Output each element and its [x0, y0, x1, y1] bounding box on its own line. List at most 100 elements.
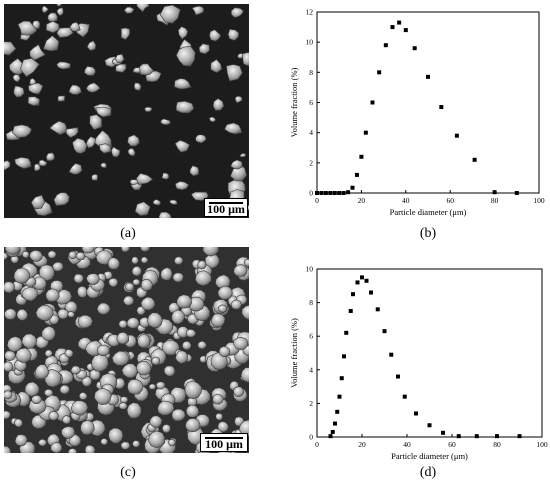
data-point [359, 154, 364, 159]
particle [50, 441, 63, 453]
particle [14, 418, 23, 428]
data-point [342, 354, 346, 359]
caption-b: (b) [419, 226, 437, 241]
particle [67, 447, 78, 453]
particle [171, 408, 186, 422]
data-point [383, 43, 388, 48]
particle [53, 192, 70, 207]
particle [234, 95, 243, 104]
particle [131, 256, 139, 265]
particle [48, 410, 59, 421]
particle [96, 344, 110, 357]
data-point [472, 157, 477, 162]
data-point [403, 28, 408, 33]
data-point [328, 434, 333, 439]
particle [56, 7, 64, 17]
particle [233, 264, 248, 277]
chart-b: 0 20 40 60 80 100 0 2 4 6 8 10 12 Particle diameter (… [289, 8, 545, 218]
particle [110, 146, 121, 158]
particle [174, 139, 191, 153]
particle [13, 85, 25, 98]
particle [72, 137, 88, 154]
particle [160, 267, 173, 281]
particle [21, 333, 38, 349]
particle [147, 312, 163, 329]
particle [194, 270, 212, 287]
data-point [439, 105, 444, 110]
particle [89, 114, 103, 131]
particle [16, 308, 29, 321]
particle [32, 20, 41, 30]
particle [217, 421, 229, 433]
sem-particles-c [4, 247, 249, 453]
particle [4, 252, 9, 260]
particle [14, 156, 32, 170]
particle [19, 57, 40, 78]
data-point [412, 46, 417, 51]
particle [181, 340, 192, 351]
particle [139, 63, 155, 76]
x-tick-label: 100 [533, 196, 545, 205]
particle [78, 391, 88, 401]
y-tick-label: 6 [309, 98, 313, 107]
particle [136, 4, 150, 13]
particle [93, 388, 112, 406]
particle [116, 331, 130, 345]
particle [70, 365, 81, 375]
particle [35, 304, 54, 322]
particle [57, 95, 66, 102]
caption-a: (a) [120, 226, 136, 241]
data-point [375, 307, 380, 312]
caption-c: (c) [120, 465, 136, 480]
y-tick-label: 0 [309, 433, 313, 442]
data-point [495, 434, 499, 439]
particle [81, 375, 93, 387]
particle [100, 162, 107, 169]
data-point [328, 191, 333, 195]
particle [225, 64, 243, 82]
x-tick-label: 0 [315, 196, 319, 205]
particle [173, 78, 192, 90]
particle [61, 426, 76, 440]
particle [57, 308, 70, 320]
particle [120, 396, 129, 404]
data-point [441, 430, 445, 435]
particle [12, 74, 21, 83]
x-axis-label: Particle diameter (μm) [390, 207, 467, 217]
particle [21, 287, 39, 302]
scale-bar-c: 100 μm [200, 433, 248, 452]
particle [31, 394, 43, 405]
particle [172, 272, 184, 283]
particle [41, 5, 49, 14]
x-tick-label: 80 [493, 440, 501, 449]
particle [41, 325, 56, 342]
particle [45, 20, 60, 34]
particle [210, 352, 228, 371]
particle [70, 400, 89, 416]
y-axis-label: Volume fraction (%) [289, 67, 299, 137]
particle [185, 328, 197, 338]
particle [24, 381, 40, 397]
particle [47, 12, 58, 22]
particle [176, 294, 192, 309]
y-tick-label: 2 [309, 399, 313, 408]
particle [152, 199, 161, 206]
particle [169, 199, 178, 206]
y-tick-label: 0 [309, 189, 313, 198]
particle [123, 6, 135, 14]
data-point [339, 376, 344, 381]
particle [96, 302, 111, 315]
sem-micrograph-a [4, 4, 249, 218]
particle [120, 441, 131, 450]
particle [68, 84, 82, 96]
x-tick-label: 20 [358, 440, 366, 449]
particle [6, 336, 23, 353]
x-tick-label: 60 [446, 196, 454, 205]
particle [139, 316, 151, 328]
data-point [337, 394, 342, 399]
particle [44, 349, 53, 358]
data-point [348, 309, 353, 313]
particle [175, 350, 189, 364]
scale-bar-line-a [209, 202, 243, 204]
particle [84, 444, 96, 453]
